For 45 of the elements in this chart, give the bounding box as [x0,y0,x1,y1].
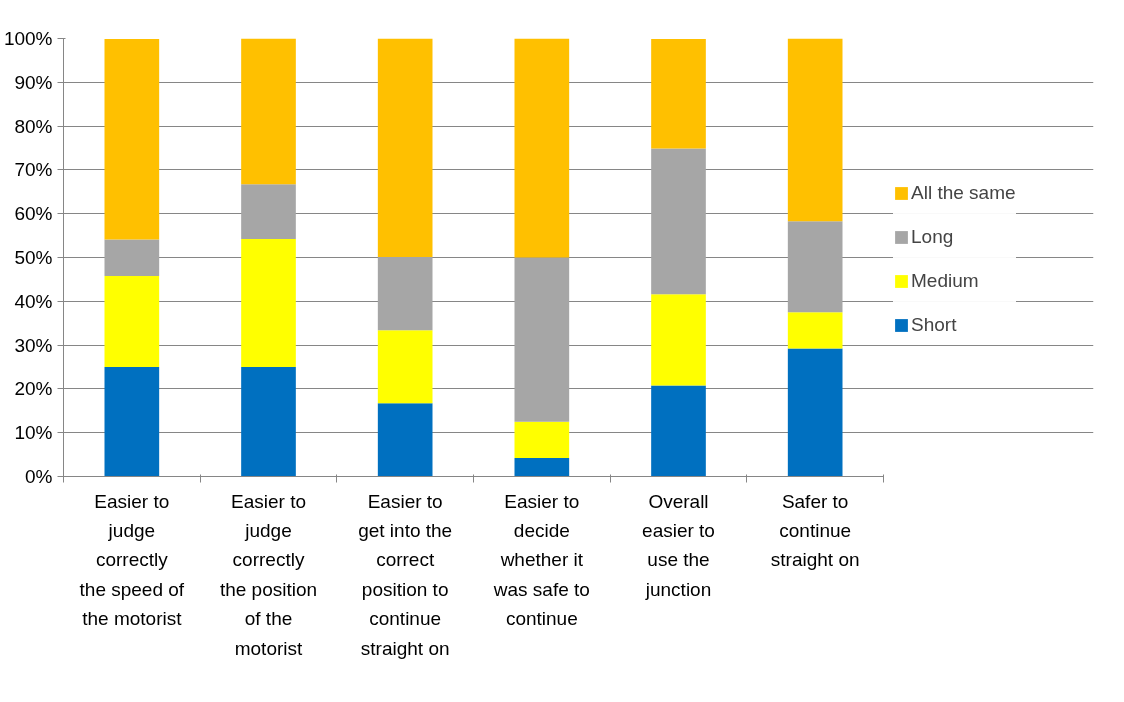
x-tick-label: Overall easier to use the junction [642,490,715,600]
bar [514,421,570,459]
x-tick-label: Easier to judge correctly the position of the motorist [219,490,318,659]
y-tick-label: 90% [14,71,53,93]
y-tick-label: 30% [14,334,53,356]
y-tick-label: 0% [25,466,53,487]
bar [787,221,843,313]
x-tick-label: Easier to get into the correct position to continue straight on [358,490,453,659]
bar [651,38,706,149]
bar [241,38,296,185]
bar [651,148,706,295]
bar [651,385,706,477]
bar [104,38,160,240]
bar [514,38,570,258]
y-tick-label: 20% [14,378,53,400]
bar [514,458,570,477]
legend-label: All the same [911,182,1016,204]
y-tick-label: 40% [14,290,53,312]
legend-label: Long [911,226,954,248]
bar [787,312,843,349]
bar [104,367,160,477]
bar [787,38,843,222]
bar [651,294,706,386]
bar [514,257,570,422]
bar [241,184,296,240]
bar [104,275,160,367]
y-tick-label: 60% [14,203,53,225]
bar [104,239,160,276]
x-tick-label: Easier to judge correctly the speed of the motorist [79,490,185,630]
bar [787,348,843,477]
bar [241,367,296,477]
bar [377,38,433,258]
y-tick-label: 10% [14,422,53,444]
y-tick-label: 70% [14,159,53,181]
bar [241,239,296,367]
bar [377,257,433,331]
legend-label: Medium [911,270,979,292]
bar [377,330,433,404]
legend-label: Short [911,314,957,336]
y-tick-label: 50% [14,247,53,268]
bar [377,403,433,477]
y-tick-label: 100% [3,28,53,49]
y-tick-label: 80% [14,115,53,137]
x-tick-label: Easier to decide whether it was safe to continue [492,490,590,630]
x-tick-label: Safer to continue straight on [770,490,860,571]
